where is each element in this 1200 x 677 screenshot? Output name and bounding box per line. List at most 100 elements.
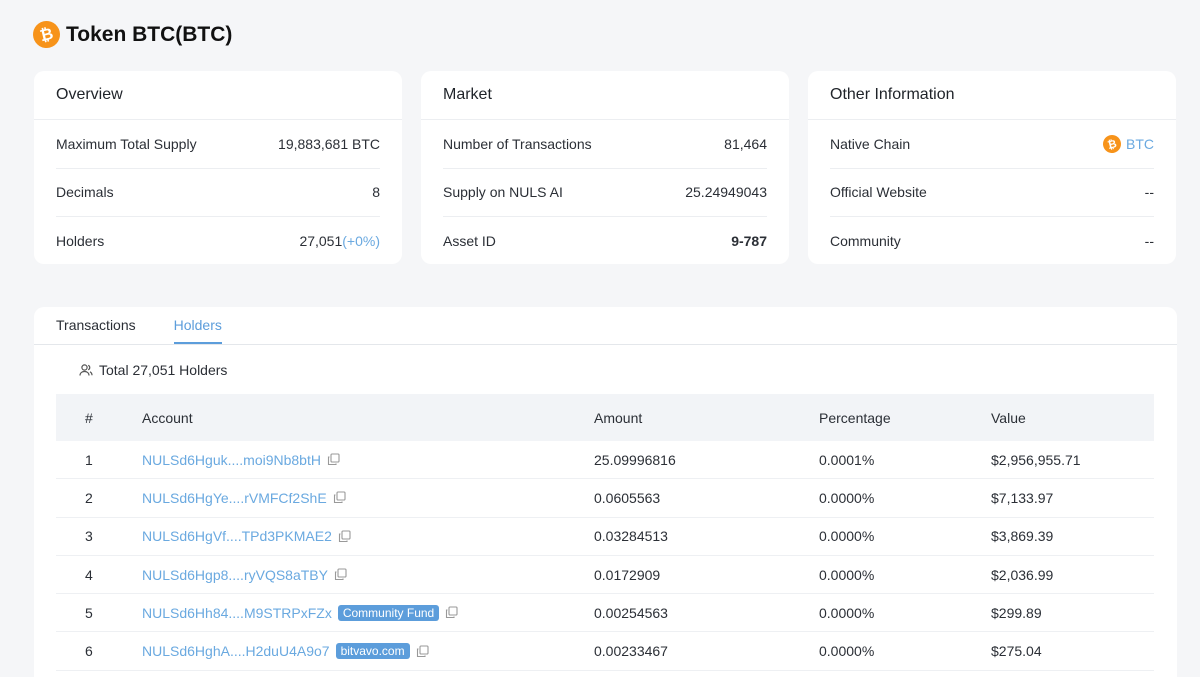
- row-value: $275.04: [991, 643, 1042, 660]
- row-account: NULSd6HgYe....rVMFCf2ShE: [142, 490, 594, 506]
- col-percentage-header: Percentage: [819, 409, 891, 426]
- table-header: # Account Amount Percentage Value: [56, 394, 1154, 441]
- holders-value-wrap: 27,051(+0%): [299, 233, 380, 249]
- holders-total: Total 27,051 Holders: [79, 362, 227, 378]
- row-value: $3,869.39: [991, 528, 1054, 545]
- col-value-header: Value: [991, 409, 1026, 426]
- table-row: 6 NULSd6HghA....H2duU4A9o7 bitvavo.com 0…: [56, 632, 1154, 671]
- asset-id-value: 9-787: [731, 233, 767, 250]
- row-value: $299.89: [991, 604, 1042, 621]
- row-amount: 25.09996816: [594, 451, 676, 468]
- copy-icon[interactable]: [334, 568, 347, 581]
- max-supply-label: Maximum Total Supply: [56, 135, 197, 152]
- row-account: NULSd6HgVf....TPd3PKMAE2: [142, 528, 594, 544]
- btc-chain-icon: ₿: [1101, 132, 1123, 155]
- account-link[interactable]: NULSd6Hh84....M9STRPxFZx: [142, 604, 332, 621]
- row-rank: 2: [85, 489, 93, 506]
- holders-table: # Account Amount Percentage Value 1 NULS…: [56, 394, 1154, 671]
- decimals-label: Decimals: [56, 184, 114, 201]
- row-percentage: 0.0000%: [819, 566, 875, 583]
- community-value: --: [1144, 233, 1154, 250]
- tab-holders[interactable]: Holders: [173, 317, 222, 344]
- btc-logo-icon: ₿: [30, 18, 63, 51]
- copy-icon[interactable]: [416, 645, 429, 658]
- holders-label: Holders: [56, 233, 105, 250]
- holders-total-text: Total 27,051 Holders: [99, 362, 228, 378]
- decimals-value: 8: [372, 184, 380, 201]
- account-link[interactable]: NULSd6Hguk....moi9Nb8btH: [142, 451, 321, 468]
- row-amount: 0.00254563: [594, 604, 668, 621]
- asset-id-label: Asset ID: [443, 233, 496, 250]
- official-website-row: Official Website --: [830, 169, 1154, 217]
- official-website-value: --: [1144, 184, 1154, 201]
- holders-change: (+0%): [342, 233, 380, 250]
- account-link[interactable]: NULSd6HgVf....TPd3PKMAE2: [142, 528, 332, 545]
- native-chain-label: Native Chain: [830, 135, 911, 152]
- row-rank: 4: [85, 566, 93, 583]
- row-percentage: 0.0000%: [819, 604, 875, 621]
- row-value: $2,036.99: [991, 566, 1054, 583]
- row-rank: 6: [85, 643, 93, 660]
- decimals-row: Decimals 8: [56, 169, 380, 217]
- holders-row: Holders 27,051(+0%): [56, 217, 380, 266]
- account-link[interactable]: NULSd6HghA....H2duU4A9o7: [142, 643, 330, 660]
- account-link[interactable]: NULSd6Hgp8....ryVQS8aTBY: [142, 566, 328, 583]
- account-tag: Community Fund: [337, 604, 440, 621]
- transactions-count-value: 81,464: [724, 135, 767, 152]
- row-rank: 5: [85, 604, 93, 621]
- row-percentage: 0.0000%: [819, 643, 875, 660]
- other-info-card: Other Information Native Chain ₿ BTC Off…: [808, 71, 1176, 264]
- row-amount: 0.0605563: [594, 489, 661, 506]
- table-row: 5 NULSd6Hh84....M9STRPxFZx Community Fun…: [56, 594, 1154, 633]
- col-account-header: Account: [142, 409, 193, 426]
- copy-icon[interactable]: [445, 606, 458, 619]
- table-row: 1 NULSd6Hguk....moi9Nb8btH 25.09996816 0…: [56, 441, 1154, 480]
- table-row: 4 NULSd6Hgp8....ryVQS8aTBY 0.0172909 0.0…: [56, 556, 1154, 595]
- col-amount-header: Amount: [594, 409, 643, 426]
- overview-card-title: Overview: [34, 71, 402, 120]
- overview-card: Overview Maximum Total Supply 19,883,681…: [34, 71, 402, 264]
- asset-id-row: Asset ID 9-787: [443, 217, 767, 266]
- row-percentage: 0.0001%: [819, 451, 875, 468]
- other-info-card-title: Other Information: [808, 71, 1176, 120]
- table-row: 2 NULSd6HgYe....rVMFCf2ShE 0.0605563 0.0…: [56, 479, 1154, 518]
- row-amount: 0.00233467: [594, 643, 668, 660]
- row-amount: 0.03284513: [594, 528, 668, 545]
- row-account: NULSd6Hh84....M9STRPxFZx Community Fund: [142, 604, 594, 621]
- row-percentage: 0.0000%: [819, 489, 875, 506]
- row-amount: 0.0172909: [594, 566, 661, 583]
- info-cards: Overview Maximum Total Supply 19,883,681…: [34, 71, 1176, 264]
- copy-icon[interactable]: [338, 530, 351, 543]
- official-website-label: Official Website: [830, 184, 927, 201]
- copy-icon[interactable]: [333, 491, 346, 504]
- row-account: NULSd6Hguk....moi9Nb8btH: [142, 452, 594, 468]
- col-rank-header: #: [85, 409, 93, 426]
- copy-icon[interactable]: [327, 453, 340, 466]
- users-icon: [79, 364, 93, 376]
- native-chain-value: BTC: [1126, 135, 1154, 152]
- row-rank: 1: [85, 451, 93, 468]
- supply-on-nuls-row: Supply on NULS AI 25.24949043: [443, 169, 767, 217]
- market-card-title: Market: [421, 71, 789, 120]
- page-header: ₿ Token BTC(BTC): [30, 18, 233, 51]
- tab-transactions[interactable]: Transactions: [56, 317, 136, 333]
- transactions-count-row: Number of Transactions 81,464: [443, 120, 767, 169]
- market-card: Market Number of Transactions 81,464 Sup…: [421, 71, 789, 264]
- max-supply-row: Maximum Total Supply 19,883,681 BTC: [56, 120, 380, 169]
- row-value: $2,956,955.71: [991, 451, 1081, 468]
- tab-bar: Transactions Holders: [34, 307, 1177, 345]
- row-value: $7,133.97: [991, 489, 1054, 506]
- row-rank: 3: [85, 528, 93, 545]
- community-row: Community --: [830, 217, 1154, 266]
- holders-value: 27,051: [299, 233, 343, 250]
- row-percentage: 0.0000%: [819, 528, 875, 545]
- transactions-count-label: Number of Transactions: [443, 135, 592, 152]
- table-row: 3 NULSd6HgVf....TPd3PKMAE2 0.03284513 0.…: [56, 518, 1154, 556]
- account-link[interactable]: NULSd6HgYe....rVMFCf2ShE: [142, 489, 327, 506]
- native-chain-link[interactable]: ₿ BTC: [1101, 132, 1154, 155]
- max-supply-value: 19,883,681 BTC: [278, 135, 380, 152]
- account-tag: bitvavo.com: [335, 643, 410, 660]
- page-title: Token BTC(BTC): [66, 22, 233, 46]
- native-chain-row: Native Chain ₿ BTC: [830, 120, 1154, 169]
- supply-on-nuls-label: Supply on NULS AI: [443, 184, 563, 201]
